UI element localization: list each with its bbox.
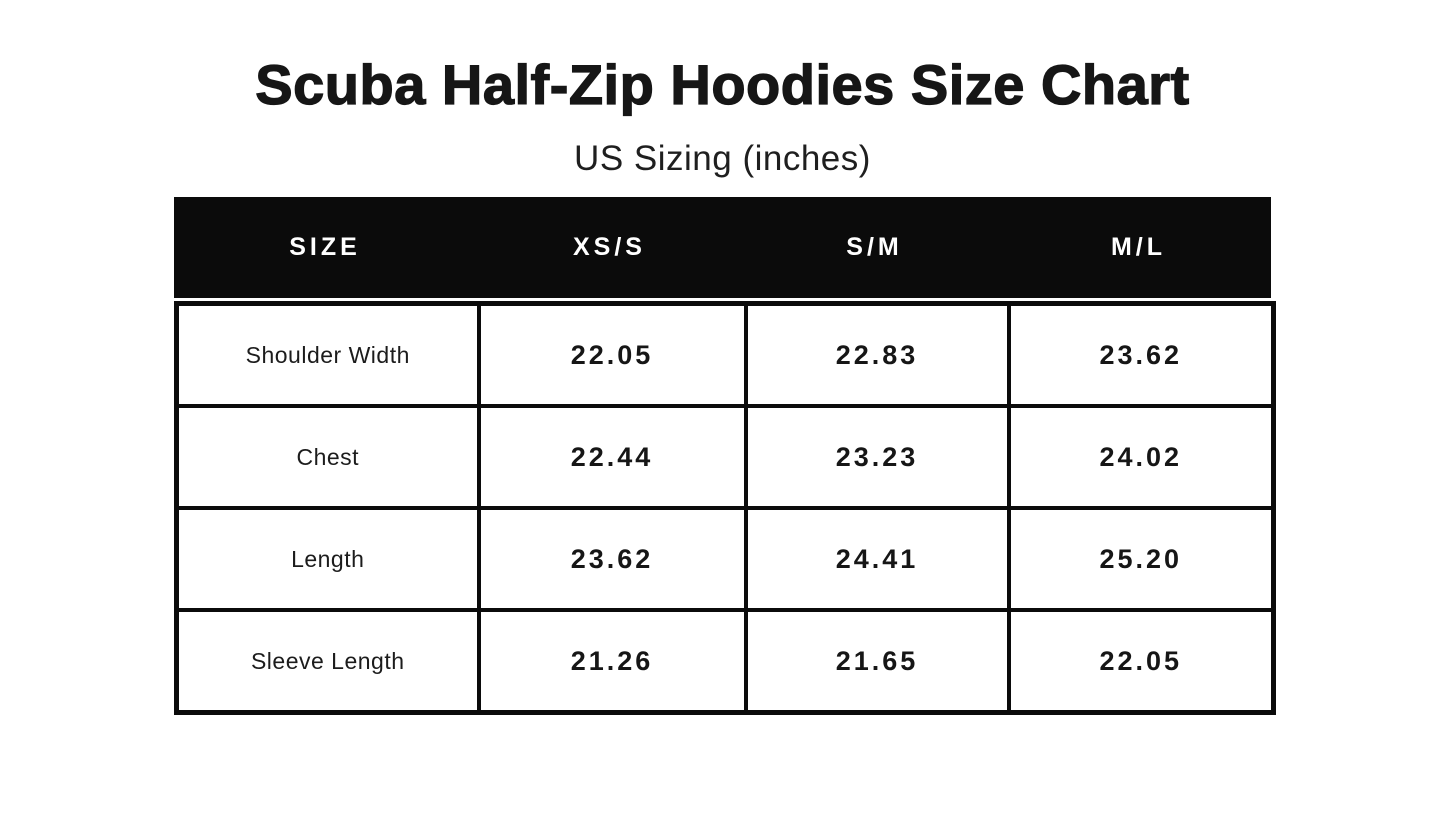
cell-sleeve-length-m-l: 22.05 <box>1006 608 1276 715</box>
row-label-length: Length <box>174 506 481 613</box>
cell-chest-m-l: 24.02 <box>1006 404 1276 511</box>
table-row: Chest 22.44 23.23 24.02 <box>174 404 1276 511</box>
table-header-row: SIZE XS/S S/M M/L <box>174 197 1271 299</box>
table-body: Shoulder Width 22.05 22.83 23.62 Chest 2… <box>174 301 1276 716</box>
table-row: Shoulder Width 22.05 22.83 23.62 <box>174 301 1276 409</box>
column-header-size: SIZE <box>289 233 361 262</box>
size-table: SIZE XS/S S/M M/L Shoulder Width 22.05 2… <box>174 197 1276 716</box>
column-header-xs-s: XS/S <box>573 233 646 262</box>
table-row: Length 23.62 24.41 25.20 <box>174 506 1276 613</box>
cell-shoulder-width-m-l: 23.62 <box>1006 301 1276 409</box>
cell-length-xs-s: 23.62 <box>476 506 748 613</box>
cell-sleeve-length-xs-s: 21.26 <box>476 608 748 715</box>
chart-subtitle: US Sizing (inches) <box>574 138 871 178</box>
cell-chest-s-m: 23.23 <box>743 404 1011 511</box>
column-header-s-m: S/M <box>846 233 903 262</box>
column-header-m-l: M/L <box>1110 233 1167 262</box>
cell-length-s-m: 24.41 <box>743 506 1011 613</box>
cell-chest-xs-s: 22.44 <box>476 404 748 511</box>
cell-sleeve-length-s-m: 21.65 <box>743 608 1011 715</box>
row-label-sleeve-length: Sleeve Length <box>174 608 481 715</box>
cell-length-m-l: 25.20 <box>1006 506 1276 613</box>
row-label-shoulder-width: Shoulder Width <box>174 301 481 409</box>
chart-title: Scuba Half-Zip Hoodies Size Chart <box>255 53 1190 116</box>
cell-shoulder-width-xs-s: 22.05 <box>476 301 748 409</box>
table-row: Sleeve Length 21.26 21.65 22.05 <box>174 608 1276 715</box>
cell-shoulder-width-s-m: 22.83 <box>743 301 1011 409</box>
row-label-chest: Chest <box>174 404 481 511</box>
